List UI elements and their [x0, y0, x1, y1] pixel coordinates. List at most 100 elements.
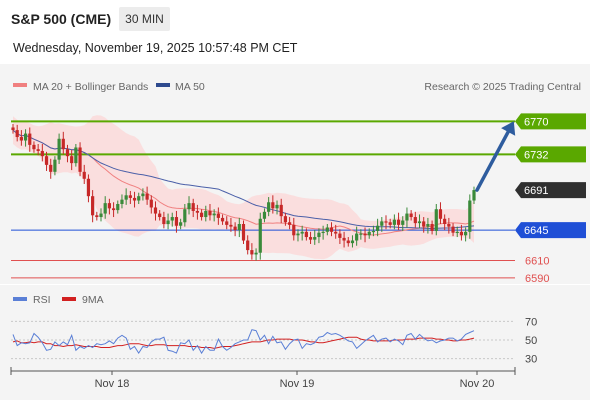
rsi-legend-swatch: [13, 297, 27, 301]
candle-body: [162, 217, 166, 224]
candle-body: [158, 213, 162, 218]
candle-body: [371, 230, 376, 233]
candle-body: [304, 231, 308, 238]
candle-body: [91, 196, 95, 216]
chart-panel: MA 20 + Bollinger Bands MA 50 Research ©…: [0, 64, 590, 400]
level-tag-label: 6645: [524, 225, 548, 237]
instrument-title: S&P 500 (CME): [11, 11, 112, 27]
rsi-tick-label-70: 70: [525, 316, 537, 328]
level-tag-6590: 6590: [525, 273, 549, 285]
rsi-tick-label-30: 30: [525, 354, 537, 366]
candle-body: [396, 219, 401, 225]
ma20-legend-label: MA 20 + Bollinger Bands: [33, 81, 148, 93]
candle-body: [384, 221, 388, 223]
forecast-arrow-shaft: [475, 126, 512, 192]
candle-body: [401, 220, 405, 225]
candle-body: [338, 233, 342, 238]
candle-body: [430, 224, 434, 231]
candle-body: [99, 213, 103, 218]
candle-body: [296, 233, 300, 236]
candle-body: [325, 227, 329, 232]
candle-body: [246, 240, 250, 251]
candle-body: [40, 150, 44, 157]
level-tag-background: [515, 182, 586, 199]
candle-body: [355, 233, 359, 241]
candle-body: [128, 195, 132, 198]
rsi-layer: 70 50 30: [11, 316, 537, 366]
candle-body: [308, 237, 313, 240]
candle-body: [233, 226, 237, 231]
candle-body: [350, 240, 355, 244]
candle-body: [254, 252, 258, 255]
candle-body: [237, 224, 241, 231]
candle-body: [220, 217, 225, 222]
candle-body: [86, 178, 91, 197]
candle-body: [212, 213, 216, 216]
candle-body: [36, 149, 40, 151]
candle-body: [288, 222, 292, 225]
candle-body: [183, 209, 187, 223]
candle-body: [258, 218, 262, 253]
candle-body: [199, 212, 204, 218]
price-layer: 6770 6732 6691 6645 6610 6590: [11, 113, 586, 285]
candle-body: [380, 221, 384, 226]
level-tag-background: [515, 113, 586, 130]
candle-body: [116, 204, 120, 211]
candle-body: [61, 138, 65, 150]
candle-body: [359, 233, 363, 235]
candle-body: [49, 164, 53, 172]
candle-body: [23, 133, 28, 141]
bollinger-band: [13, 115, 474, 260]
candle-body: [149, 199, 153, 208]
x-tick-label: Nov 20: [460, 378, 495, 390]
candle-body: [74, 147, 78, 164]
ma50-legend-swatch: [156, 83, 170, 87]
candle-body: [426, 224, 430, 227]
candle-body: [179, 222, 183, 226]
candle-body: [241, 224, 246, 241]
candle-body: [166, 220, 170, 224]
candle-body: [82, 171, 86, 179]
candle-body: [459, 231, 464, 236]
candle-body: [472, 190, 476, 201]
candle-body: [413, 217, 417, 224]
candle-body: [229, 224, 233, 227]
level-tag-background: [515, 222, 586, 239]
candle-body: [346, 240, 350, 244]
level-tag-background: [515, 146, 586, 163]
credit-text: Research © 2025 Trading Central: [424, 81, 581, 93]
candle-body: [313, 237, 317, 240]
candle-body: [279, 204, 283, 217]
forecast-arrow-head: [501, 121, 516, 136]
candle-body: [53, 159, 57, 172]
candle-body: [329, 227, 334, 232]
candle-body: [468, 200, 472, 232]
candle-body: [443, 218, 447, 224]
candle-body: [262, 211, 267, 219]
level-tag-label: 6732: [524, 149, 548, 161]
ma50-legend-label: MA 50: [175, 81, 205, 93]
candle-body: [44, 156, 49, 165]
candle-body: [78, 147, 82, 172]
rsi-ma-legend-swatch: [62, 297, 76, 301]
candle-body: [271, 202, 275, 209]
timeframe-button[interactable]: 30 MIN: [119, 7, 170, 31]
candle-body: [195, 210, 199, 213]
candle-body: [124, 195, 128, 200]
x-tick-label: Nov 19: [280, 378, 315, 390]
candle-body: [70, 156, 74, 164]
ma20-legend-swatch: [13, 83, 27, 87]
candle-body: [275, 204, 279, 209]
candle-body: [19, 137, 23, 141]
ma50-line: [12, 129, 475, 230]
candle-body: [204, 210, 208, 218]
rsi-line: [12, 329, 475, 355]
candle-body: [28, 133, 32, 145]
candle-body: [321, 231, 325, 234]
candle-body: [300, 231, 304, 234]
candle-body: [95, 215, 99, 218]
candle-body: [455, 231, 459, 234]
level-tag-6770: 6770: [515, 113, 586, 130]
candle-body: [292, 224, 296, 236]
candle-body: [11, 127, 15, 131]
